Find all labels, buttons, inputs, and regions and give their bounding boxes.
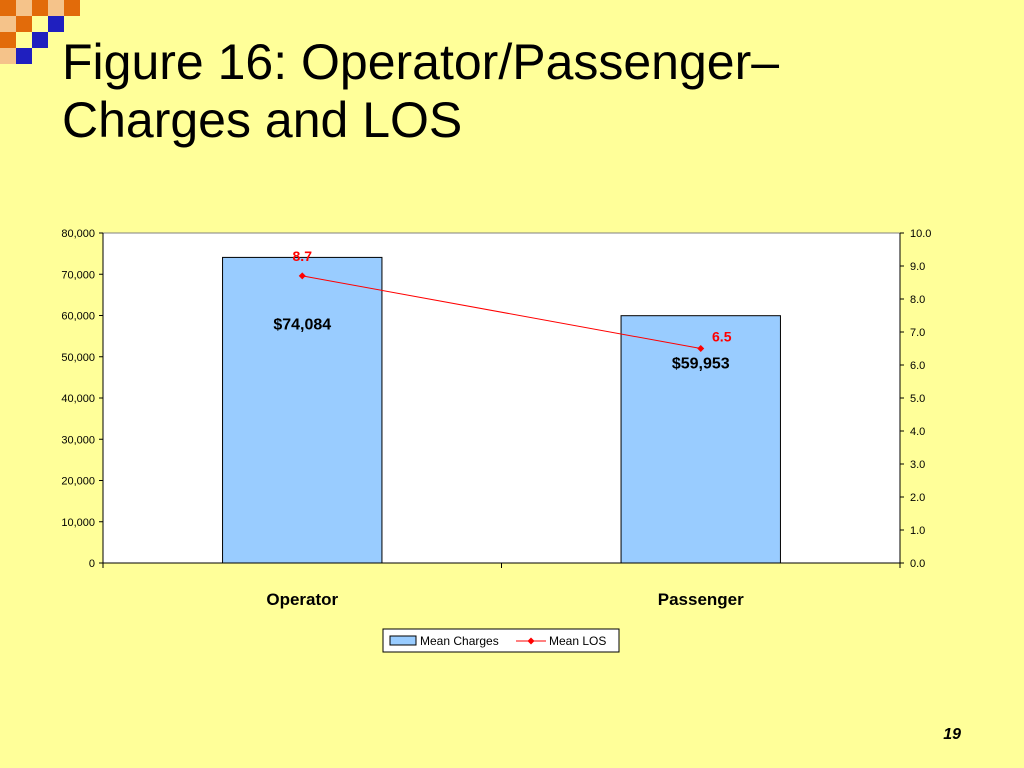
right-tick-label: 7.0 (910, 327, 925, 339)
los-value-label: 8.7 (293, 248, 313, 264)
left-tick-label: 0 (89, 558, 95, 570)
legend-label-charges: Mean Charges (420, 634, 499, 648)
los-line (302, 275, 701, 349)
right-axis: 0.0 1.0 2.0 3.0 4.0 5.0 6.0 7.0 8.0 9.0 10.0 (899, 228, 931, 570)
right-tick-label: 4.0 (910, 426, 925, 438)
left-tick-label: 20,000 (61, 476, 95, 488)
right-tick-label: 2.0 (910, 492, 925, 504)
legend-label-los: Mean LOS (549, 634, 606, 648)
category-labels: Operator Passenger (102, 562, 901, 609)
legend-box (382, 628, 620, 653)
left-tick-label: 30,000 (61, 434, 95, 446)
bar-series: $74,084 $59,953 (222, 256, 781, 564)
right-tick-label: 0.0 (910, 558, 925, 570)
right-tick-label: 6.0 (910, 360, 925, 372)
left-axis: 0 10,000 20,000 30,000 40,000 50,000 60,000 70,… (61, 228, 104, 570)
los-point (298, 272, 306, 280)
left-tick-label: 70,000 (61, 269, 95, 281)
right-tick-label: 8.0 (910, 294, 925, 306)
slide-title: Figure 16: Operator/Passenger– Charges a… (62, 33, 1002, 149)
category-label: Passenger (658, 590, 744, 609)
left-tick-label: 40,000 (61, 393, 95, 405)
slide-number: 19 (943, 726, 961, 743)
legend-swatch-charges (389, 635, 417, 646)
bar-value-label: $74,084 (273, 316, 331, 333)
bar (222, 256, 383, 564)
right-tick-label: 5.0 (910, 393, 925, 405)
bar (620, 315, 781, 564)
left-tick-label: 50,000 (61, 352, 95, 364)
legend: Mean Charges Mean LOS (382, 628, 620, 653)
line-series: 8.7 6.5 (293, 248, 732, 352)
left-tick-label: 80,000 (61, 228, 95, 240)
category-label: Operator (266, 590, 338, 609)
right-tick-label: 10.0 (910, 228, 931, 240)
los-point (697, 345, 705, 352)
right-tick-label: 1.0 (910, 525, 925, 537)
title-line-1: Figure 16: Operator/Passenger– (62, 34, 780, 90)
corner-decoration (0, 0, 80, 64)
right-tick-label: 3.0 (910, 459, 925, 471)
right-tick-label: 9.0 (910, 261, 925, 273)
title-line-2: Charges and LOS (62, 92, 463, 148)
left-tick-label: 10,000 (61, 517, 95, 529)
los-value-label: 6.5 (712, 329, 732, 345)
bar-value-label: $59,953 (672, 356, 730, 373)
legend-marker-los (527, 637, 535, 645)
left-tick-label: 60,000 (61, 311, 95, 323)
